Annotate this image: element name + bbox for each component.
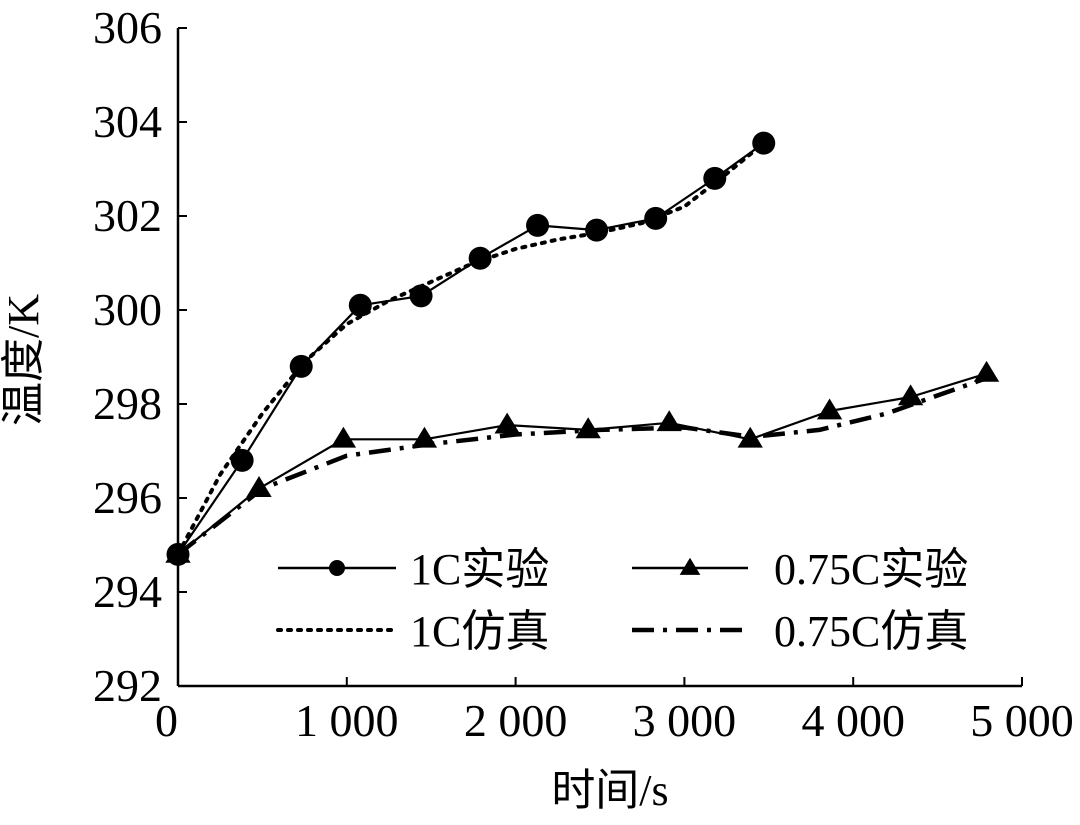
y-tick-label: 292 [93,660,162,711]
data-point [230,448,254,472]
y-tick-label: 298 [93,378,162,429]
y-tick-label: 304 [93,96,162,147]
legend-label: 1C仿真 [410,607,549,656]
y-tick-label: 306 [93,2,162,53]
series-2 [176,141,766,557]
y-axis-title: 温度/K [0,294,48,426]
data-point [494,412,520,434]
series-line [177,372,987,556]
legend-item: 1C仿真 [276,607,549,656]
data-point [526,213,550,237]
data-point [644,206,668,230]
legend-label: 1C实验 [410,545,549,594]
x-axis-title: 时间/s [551,766,668,815]
axes [176,27,1023,688]
data-point [575,417,601,439]
legend-marker [329,560,345,576]
legend-label: 0.75C实验 [774,545,968,594]
y-tick-label: 300 [93,284,162,335]
data-point [973,360,1000,382]
series-0 [166,131,776,566]
legend-item: 0.75C仿真 [632,607,968,656]
data-point [330,426,357,448]
data-point [246,476,272,497]
data-point [703,166,727,190]
x-tick-label: 0 [155,695,178,746]
tick-labels: 292 294 296 298 300 302 304 306 0 1 000 2 000 3 000… [93,2,1074,746]
data-point [897,384,924,406]
data-point [816,398,843,420]
x-tick-label: 1 000 [295,695,399,746]
legend: 1C实验 0.75C实验 1C仿真 0.75C仿真 [276,545,968,656]
y-tick-label: 302 [93,190,162,241]
legend-item: 0.75C实验 [632,545,968,594]
series-3 [176,375,988,557]
data-point [752,131,776,155]
y-tick-label: 296 [93,472,162,523]
series-line [176,141,766,557]
legend-label: 0.75C仿真 [774,607,968,656]
series-line [176,375,988,557]
plot-area [165,131,1000,566]
x-tick-label: 4 000 [801,695,905,746]
x-tick-label: 3 000 [633,695,737,746]
y-tick-label: 294 [93,566,162,617]
series-1 [165,360,1000,563]
x-tick-label: 2 000 [464,695,568,746]
x-tick-label: 5 000 [970,695,1074,746]
legend-item: 1C实验 [278,545,549,594]
legend-marker [679,557,701,575]
data-point [348,293,372,317]
